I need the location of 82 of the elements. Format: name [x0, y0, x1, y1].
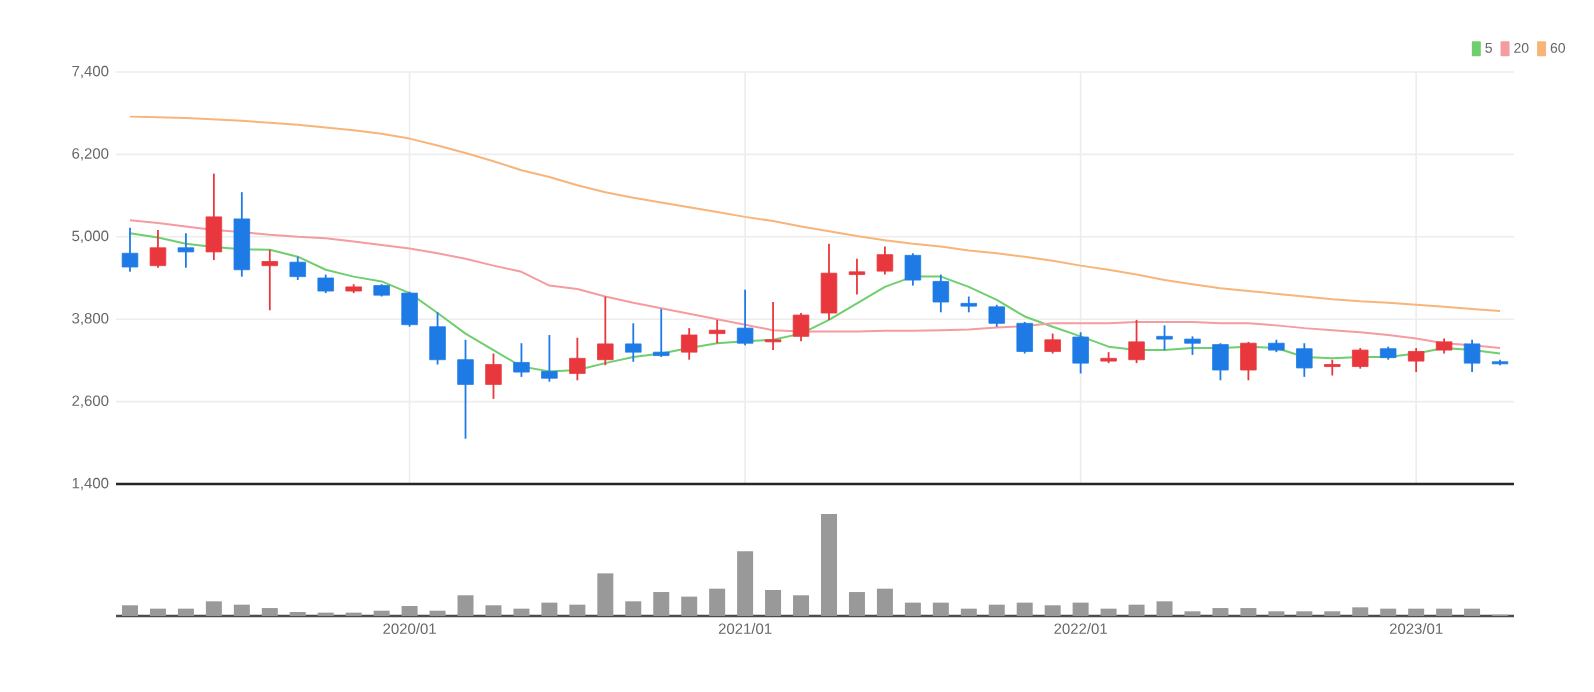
- candlestick: [429, 311, 446, 366]
- candlestick: [121, 226, 139, 273]
- candlestick: [1072, 331, 1089, 375]
- bar: [1408, 608, 1425, 616]
- bar: [1212, 608, 1229, 616]
- bar: [848, 592, 865, 616]
- bar: [820, 513, 837, 616]
- candlestick: [1044, 332, 1061, 355]
- bar: [1156, 601, 1173, 616]
- bar: [988, 604, 1005, 616]
- bar: [1240, 608, 1257, 616]
- candlestick: [401, 290, 418, 328]
- candlestick: [904, 252, 922, 287]
- bar: [1100, 608, 1117, 616]
- candlestick: [1212, 342, 1229, 382]
- candlestick: [988, 303, 1005, 328]
- candlestick: [289, 255, 306, 281]
- bar: [1464, 608, 1481, 616]
- bar: [765, 589, 782, 616]
- candlestick: [1184, 335, 1201, 356]
- bar: [177, 608, 194, 616]
- candlestick: [1128, 318, 1145, 365]
- bar: [960, 608, 977, 616]
- candlestick: [625, 322, 642, 363]
- bar: [401, 606, 418, 616]
- bar: [1436, 608, 1453, 616]
- candlestick: [932, 273, 950, 314]
- bar: [149, 608, 166, 616]
- candlestick: [149, 229, 167, 269]
- candlestick: [708, 318, 726, 345]
- candlestick: [1407, 347, 1425, 373]
- bar: [541, 602, 558, 616]
- candlestick: [541, 334, 558, 383]
- candlestick: [1016, 321, 1033, 355]
- candlestick: [792, 312, 810, 343]
- bar: [932, 602, 949, 616]
- bar: [121, 605, 138, 616]
- bar: [876, 588, 893, 616]
- candlestick: [1463, 338, 1481, 373]
- bar: [261, 608, 278, 616]
- candlestick: [317, 273, 334, 294]
- bar: [904, 602, 921, 616]
- candlestick: [736, 288, 754, 347]
- bar: [681, 596, 698, 616]
- bar: [513, 608, 530, 616]
- candlestick: [764, 301, 782, 351]
- candlestick: [1296, 342, 1313, 378]
- bar: [373, 610, 390, 616]
- bar: [1352, 607, 1369, 616]
- candlestick: [205, 172, 223, 262]
- candlestick: [876, 245, 894, 276]
- bar: [205, 601, 222, 616]
- candlestick: [1240, 340, 1257, 382]
- candlestick: [457, 338, 474, 440]
- bar: [429, 610, 446, 616]
- bar: [625, 601, 642, 616]
- bar: [737, 551, 754, 616]
- candlestick: [597, 295, 614, 367]
- candlestick: [653, 308, 670, 358]
- candlestick: [1156, 324, 1173, 351]
- bar: [1044, 605, 1061, 616]
- bar: [1380, 608, 1397, 616]
- candlestick: [513, 342, 530, 378]
- bar: [597, 573, 614, 616]
- bar: [653, 592, 670, 616]
- bar: [233, 604, 250, 616]
- candlestick: [569, 336, 586, 382]
- candlestick: [177, 232, 195, 269]
- candlestick: [680, 327, 698, 361]
- candlestick: [485, 352, 502, 400]
- bar: [1072, 602, 1089, 616]
- bar: [457, 595, 474, 616]
- bar: [569, 604, 586, 616]
- candlestick: [820, 242, 838, 321]
- bar: [793, 595, 810, 616]
- bar: [485, 605, 502, 616]
- bar: [1128, 604, 1145, 616]
- candlestick: [261, 248, 279, 312]
- bar: [1016, 602, 1033, 616]
- bar: [709, 588, 726, 616]
- candlestick: [848, 257, 866, 296]
- candlestick: [1352, 347, 1369, 370]
